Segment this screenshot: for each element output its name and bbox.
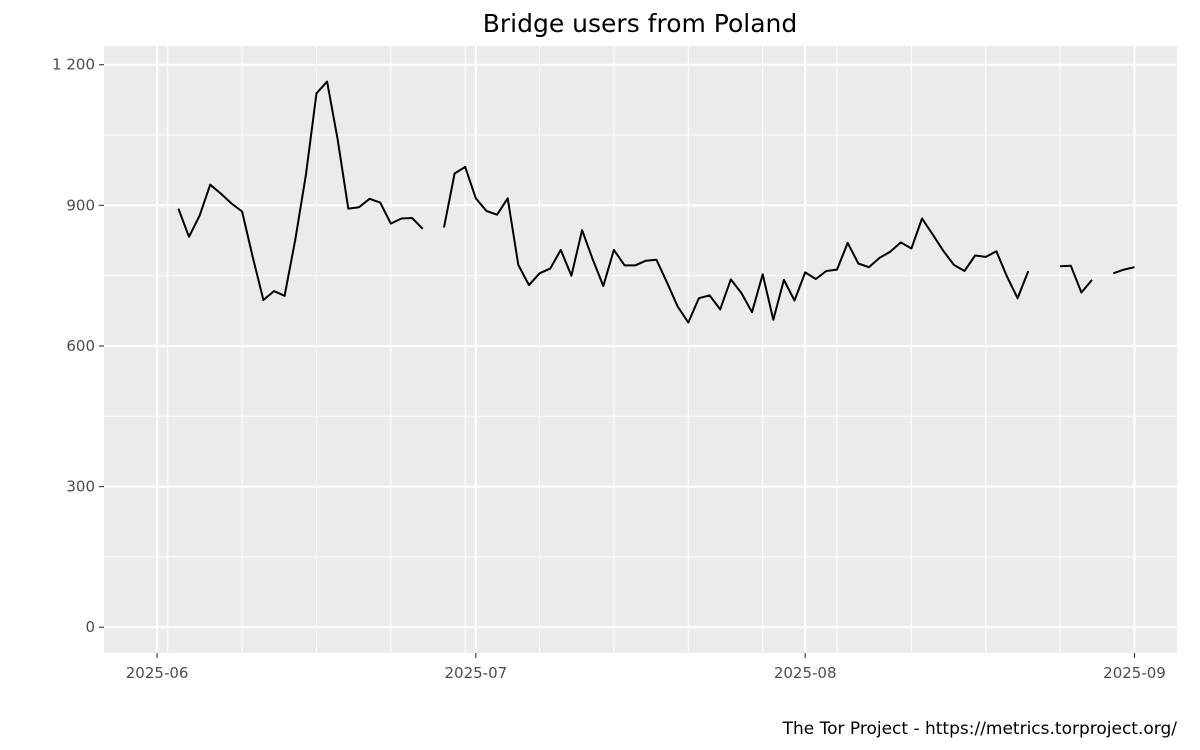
major-gridlines: [104, 46, 1177, 653]
minor-gridlines: [104, 46, 1177, 653]
x-tick-label: 2025-08: [774, 664, 837, 682]
y-tick-label: 600: [66, 337, 95, 355]
y-tick-label: 900: [66, 196, 95, 214]
y-tick-label: 300: [66, 478, 95, 496]
series-line-segment: [1112, 266, 1135, 275]
series-line-segment: [177, 80, 424, 301]
series-line-segment: [443, 165, 1030, 324]
y-tick-label: 0: [85, 618, 95, 636]
chart-title: Bridge users from Poland: [483, 9, 798, 38]
x-tick-label: 2025-07: [444, 664, 507, 682]
chart-caption: The Tor Project - https://metrics.torpro…: [782, 719, 1178, 739]
y-tick-label: 1 200: [52, 56, 95, 74]
series-layer: [177, 80, 1135, 324]
x-tick-label: 2025-06: [126, 664, 189, 682]
x-axis: 2025-06 2025-07 2025-08 2025-09: [126, 653, 1166, 682]
x-tick-label: 2025-09: [1103, 664, 1166, 682]
plot-panel: [104, 46, 1177, 653]
y-axis: 0 300 600 900 1 200: [52, 56, 104, 636]
series-line-segment: [1060, 264, 1093, 294]
